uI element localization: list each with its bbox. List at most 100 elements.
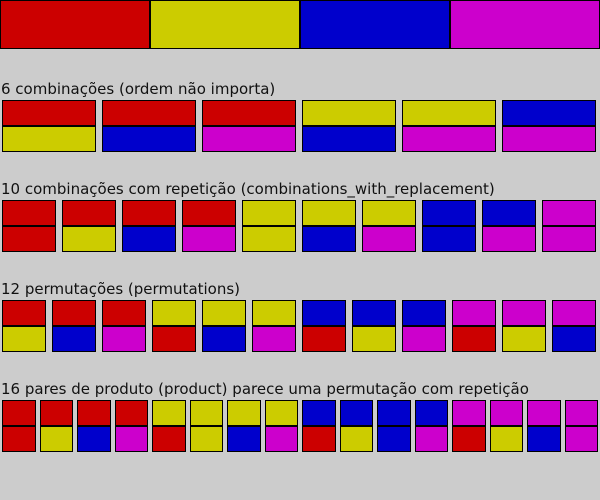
pair-cell-top-yellow — [252, 300, 296, 326]
pair-tile-magenta-blue — [552, 300, 596, 352]
pair-tile-red-yellow — [2, 300, 46, 352]
pair-cell-top-blue — [377, 400, 411, 426]
pair-tile-yellow-yellow — [189, 400, 223, 452]
pair-tile-blue-magenta — [414, 400, 448, 452]
pair-cell-top-magenta — [502, 300, 546, 326]
pair-tile-blue-magenta — [402, 300, 446, 352]
pair-cell-bottom-red — [152, 326, 196, 352]
pair-cell-top-red — [182, 200, 236, 226]
pair-cell-top-red — [2, 300, 46, 326]
pair-tile-red-blue — [52, 300, 96, 352]
pair-cell-bottom-yellow — [2, 126, 96, 152]
pair-cell-bottom-yellow — [352, 326, 396, 352]
pair-tile-yellow-magenta — [252, 300, 296, 352]
pair-cell-bottom-red — [452, 326, 496, 352]
pair-tile-magenta-red — [452, 300, 496, 352]
pair-tile-yellow-magenta — [264, 400, 298, 452]
pair-cell-top-blue — [482, 200, 536, 226]
pair-tile-red-red — [2, 400, 36, 452]
pair-cell-bottom-blue — [102, 126, 196, 152]
pair-cell-bottom-blue — [527, 426, 561, 452]
pair-tile-red-yellow — [2, 100, 96, 152]
pair-tile-blue-yellow — [339, 400, 373, 452]
pair-cell-top-red — [62, 200, 116, 226]
pair-cell-bottom-blue — [377, 426, 411, 452]
pair-cell-top-yellow — [302, 200, 356, 226]
pair-tile-blue-magenta — [482, 200, 536, 252]
tile-row-combinations — [0, 100, 600, 152]
pair-cell-top-red — [114, 400, 148, 426]
pair-cell-bottom-magenta — [502, 126, 596, 152]
pair-cell-bottom-magenta — [482, 226, 536, 252]
pair-tile-red-blue — [122, 200, 176, 252]
pair-cell-bottom-red — [2, 426, 36, 452]
pair-cell-bottom-blue — [77, 426, 111, 452]
pair-tile-yellow-blue — [227, 400, 261, 452]
pair-cell-top-red — [202, 100, 296, 126]
pair-tile-yellow-blue — [302, 100, 396, 152]
pair-cell-bottom-magenta — [264, 426, 298, 452]
pair-cell-bottom-yellow — [489, 426, 523, 452]
pair-cell-top-red — [52, 300, 96, 326]
pair-tile-magenta-red — [452, 400, 486, 452]
pair-cell-bottom-yellow — [339, 426, 373, 452]
pair-tile-magenta-blue — [527, 400, 561, 452]
pair-cell-bottom-red — [302, 326, 346, 352]
section-title-product: 16 pares de produto (product) parece uma… — [1, 380, 529, 398]
pair-cell-bottom-blue — [302, 126, 396, 152]
pair-cell-top-magenta — [452, 400, 486, 426]
pair-tile-blue-red — [302, 400, 336, 452]
tile-row-combinations-with-replacement — [0, 200, 600, 252]
color-palette — [0, 0, 600, 50]
pair-tile-blue-blue — [377, 400, 411, 452]
pair-tile-magenta-yellow — [502, 300, 546, 352]
pair-cell-top-magenta — [527, 400, 561, 426]
pair-cell-top-yellow — [362, 200, 416, 226]
pair-cell-bottom-yellow — [39, 426, 73, 452]
pair-tile-red-blue — [102, 100, 196, 152]
pair-cell-top-red — [2, 100, 96, 126]
pair-cell-top-yellow — [402, 100, 496, 126]
pair-cell-top-blue — [414, 400, 448, 426]
pair-tile-yellow-magenta — [402, 100, 496, 152]
pair-cell-bottom-red — [152, 426, 186, 452]
pair-cell-bottom-magenta — [102, 326, 146, 352]
pair-cell-top-yellow — [302, 100, 396, 126]
pair-cell-top-magenta — [452, 300, 496, 326]
pair-cell-top-blue — [402, 300, 446, 326]
pair-cell-bottom-magenta — [414, 426, 448, 452]
pair-tile-blue-magenta — [502, 100, 596, 152]
palette-swatch-red — [0, 0, 150, 49]
pair-tile-blue-red — [302, 300, 346, 352]
pair-cell-bottom-blue — [422, 226, 476, 252]
pair-tile-yellow-red — [152, 300, 196, 352]
pair-cell-bottom-yellow — [242, 226, 296, 252]
pair-tile-red-blue — [77, 400, 111, 452]
tile-row-permutations — [0, 300, 600, 352]
palette-swatch-magenta — [450, 0, 600, 49]
pair-cell-bottom-blue — [122, 226, 176, 252]
pair-cell-bottom-blue — [552, 326, 596, 352]
section-title-combinations-with-replacement: 10 combinações com repetição (combinatio… — [1, 180, 495, 198]
pair-tile-magenta-yellow — [489, 400, 523, 452]
pair-cell-top-blue — [502, 100, 596, 126]
pair-cell-top-yellow — [264, 400, 298, 426]
pair-cell-top-red — [2, 200, 56, 226]
pair-cell-bottom-blue — [227, 426, 261, 452]
pair-cell-bottom-magenta — [182, 226, 236, 252]
pair-tile-red-magenta — [102, 300, 146, 352]
pair-tile-yellow-blue — [302, 200, 356, 252]
pair-cell-top-magenta — [542, 200, 596, 226]
pair-tile-red-red — [2, 200, 56, 252]
pair-cell-bottom-magenta — [362, 226, 416, 252]
pair-cell-top-blue — [302, 300, 346, 326]
pair-tile-magenta-magenta — [564, 400, 598, 452]
pair-tile-yellow-magenta — [362, 200, 416, 252]
pair-cell-bottom-magenta — [542, 226, 596, 252]
tile-row-product — [0, 400, 600, 452]
pair-cell-bottom-yellow — [189, 426, 223, 452]
pair-cell-top-yellow — [152, 300, 196, 326]
pair-cell-top-red — [77, 400, 111, 426]
pair-tile-red-yellow — [39, 400, 73, 452]
pair-tile-blue-yellow — [352, 300, 396, 352]
